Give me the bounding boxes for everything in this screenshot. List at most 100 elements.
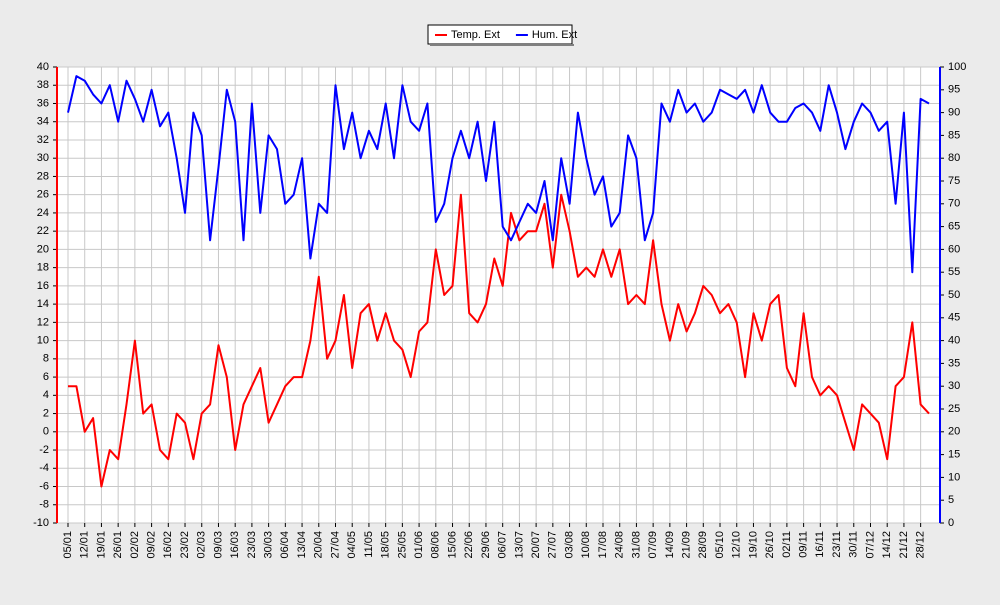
x-tick-label: 01/06 xyxy=(413,531,425,559)
y-tick-label: 24 xyxy=(37,207,49,219)
x-tick-label: 12/10 xyxy=(731,531,743,559)
y2-tick-label: 55 xyxy=(948,266,960,278)
y-tick-label: 12 xyxy=(37,316,49,328)
x-tick-label: 16/11 xyxy=(814,531,826,558)
x-tick-label: 28/09 xyxy=(697,531,709,559)
x-tick-label: 13/04 xyxy=(296,531,308,559)
y-tick-label: 16 xyxy=(37,280,49,292)
x-tick-label: 04/05 xyxy=(346,531,358,559)
x-tick-label: 23/11 xyxy=(831,531,843,558)
plot-area xyxy=(56,66,941,524)
x-tick-label: 20/07 xyxy=(530,531,542,559)
y-tick-label: 10 xyxy=(37,335,49,347)
y-tick-label: -4 xyxy=(39,462,49,474)
x-tick-label: 10/08 xyxy=(580,531,592,559)
x-tick-label: 03/08 xyxy=(563,531,575,559)
x-tick-label: 27/04 xyxy=(329,531,341,559)
y2-tick-label: 95 xyxy=(948,84,960,96)
y-tick-label: -10 xyxy=(33,517,49,529)
x-tick-label: 26/01 xyxy=(112,531,124,559)
x-tick-label: 13/07 xyxy=(513,531,525,559)
y-tick-label: 2 xyxy=(43,407,49,419)
x-tick-label: 02/03 xyxy=(196,531,208,559)
y2-tick-label: 25 xyxy=(948,403,960,415)
y-tick-label: 28 xyxy=(37,170,49,182)
x-tick-label: 06/04 xyxy=(279,531,291,559)
y2-tick-label: 10 xyxy=(948,471,960,483)
y2-tick-label: 50 xyxy=(948,289,960,301)
x-tick-label: 12/01 xyxy=(79,531,91,559)
y-tick-label: 6 xyxy=(43,371,49,383)
x-tick-label: 14/09 xyxy=(664,531,676,559)
x-tick-label: 25/05 xyxy=(396,531,408,559)
x-tick-label: 30/11 xyxy=(848,531,860,558)
y2-tick-label: 70 xyxy=(948,198,960,210)
y-tick-label: 36 xyxy=(37,97,49,109)
x-tick-label: 07/12 xyxy=(864,531,876,559)
y2-tick-label: 40 xyxy=(948,335,960,347)
x-tick-label: 06/07 xyxy=(497,531,509,559)
x-tick-label: 23/03 xyxy=(246,531,258,559)
y-tick-label: 4 xyxy=(43,389,49,401)
y-tick-label: 40 xyxy=(37,61,49,73)
line-series xyxy=(68,193,930,488)
y2-tick-label: 35 xyxy=(948,357,960,369)
y2-tick-label: 100 xyxy=(948,61,966,73)
y-tick-label: 14 xyxy=(37,298,49,310)
legend: Temp. Ext Hum. Ext xyxy=(427,24,577,46)
y2-tick-label: 20 xyxy=(948,426,960,438)
y-tick-label: 32 xyxy=(37,134,49,146)
y-tick-label: 8 xyxy=(43,353,49,365)
x-tick-label: 19/01 xyxy=(95,531,107,559)
x-tick-label: 22/06 xyxy=(463,531,475,559)
y-tick-label: -6 xyxy=(39,480,49,492)
x-tick-label: 15/06 xyxy=(446,531,458,559)
x-tick-label: 21/09 xyxy=(680,531,692,559)
y-tick-label: 26 xyxy=(37,189,49,201)
y-tick-label: 30 xyxy=(37,152,49,164)
y-tick-label: 34 xyxy=(37,116,49,128)
y2-tick-label: 90 xyxy=(948,107,960,119)
x-tick-label: 11/05 xyxy=(363,531,375,558)
x-tick-label: 09/11 xyxy=(798,531,810,558)
legend-shadow xyxy=(430,44,574,46)
x-tick-label: 23/02 xyxy=(179,531,191,559)
y2-tick-label: 15 xyxy=(948,449,960,461)
y2-tick-label: 5 xyxy=(948,494,954,506)
x-tick-label: 29/06 xyxy=(480,531,492,559)
y2-tick-label: 80 xyxy=(948,152,960,164)
y-tick-label: 38 xyxy=(37,79,49,91)
y2-tick-label: 60 xyxy=(948,243,960,255)
x-tick-label: 26/10 xyxy=(764,531,776,559)
x-tick-label: 02/02 xyxy=(129,531,141,559)
x-tick-label: 08/06 xyxy=(430,531,442,559)
x-tick-label: 02/11 xyxy=(781,531,793,558)
x-tick-label: 31/08 xyxy=(630,531,642,559)
x-tick-label: 20/04 xyxy=(313,531,325,559)
x-tick-label: 30/03 xyxy=(263,531,275,559)
y-tick-label: 18 xyxy=(37,262,49,274)
legend-label: Hum. Ext xyxy=(532,29,577,41)
x-tick-label: 05/10 xyxy=(714,531,726,559)
y-tick-label: -8 xyxy=(39,499,49,511)
x-tick-label: 17/08 xyxy=(597,531,609,559)
y-tick-label: 20 xyxy=(37,243,49,255)
y-tick-label: 0 xyxy=(43,426,49,438)
y2-tick-label: 65 xyxy=(948,221,960,233)
x-tick-label: 05/01 xyxy=(62,531,74,559)
x-tick-label: 14/12 xyxy=(881,531,893,559)
x-tick-label: 28/12 xyxy=(915,531,927,559)
x-tick-label: 09/02 xyxy=(145,531,157,559)
x-tick-label: 27/07 xyxy=(547,531,559,559)
x-tick-label: 16/03 xyxy=(229,531,241,559)
line-series xyxy=(67,75,930,274)
y-tick-label: 22 xyxy=(37,225,49,237)
x-tick-label: 19/10 xyxy=(747,531,759,559)
y2-tick-label: 0 xyxy=(948,517,954,529)
y2-tick-label: 75 xyxy=(948,175,960,187)
legend-label: Temp. Ext xyxy=(451,29,500,41)
x-tick-label: 07/09 xyxy=(647,531,659,559)
x-tick-label: 18/05 xyxy=(380,531,392,559)
